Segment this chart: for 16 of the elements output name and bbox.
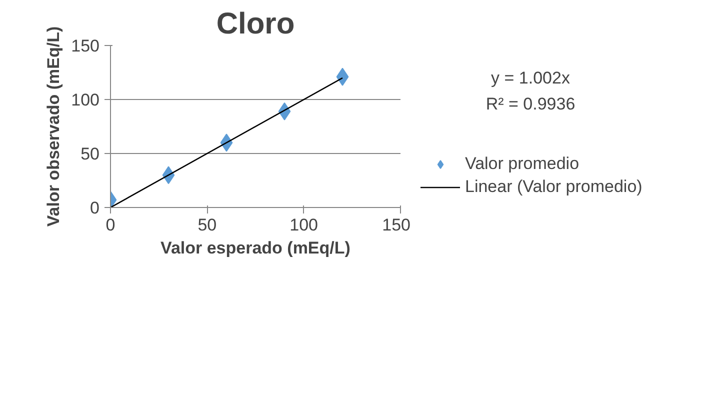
x-tick-label: 150 [382, 216, 411, 234]
text: y = 1.002x [491, 68, 570, 88]
x-tick-label: 100 [290, 216, 318, 234]
legend-label: Linear (Valor promedio) [465, 177, 642, 197]
y-tick-label: 50 [80, 144, 100, 164]
text: R² = 0.9936 [486, 94, 576, 114]
y-tick-label: 150 [71, 36, 100, 56]
point [336, 68, 349, 86]
x-tick-label: 0 [106, 216, 116, 234]
y-axis-title: Valor observado (mEq/L) [44, 26, 64, 227]
y-tick-label: 0 [90, 198, 100, 218]
x-tick-label: 50 [198, 216, 217, 234]
y-tick-label: 100 [71, 90, 100, 110]
chart-title: Cloro [216, 8, 295, 40]
x-axis-title: Valor esperado (mEq/L) [160, 238, 350, 258]
legend-label: Valor promedio [465, 154, 580, 174]
